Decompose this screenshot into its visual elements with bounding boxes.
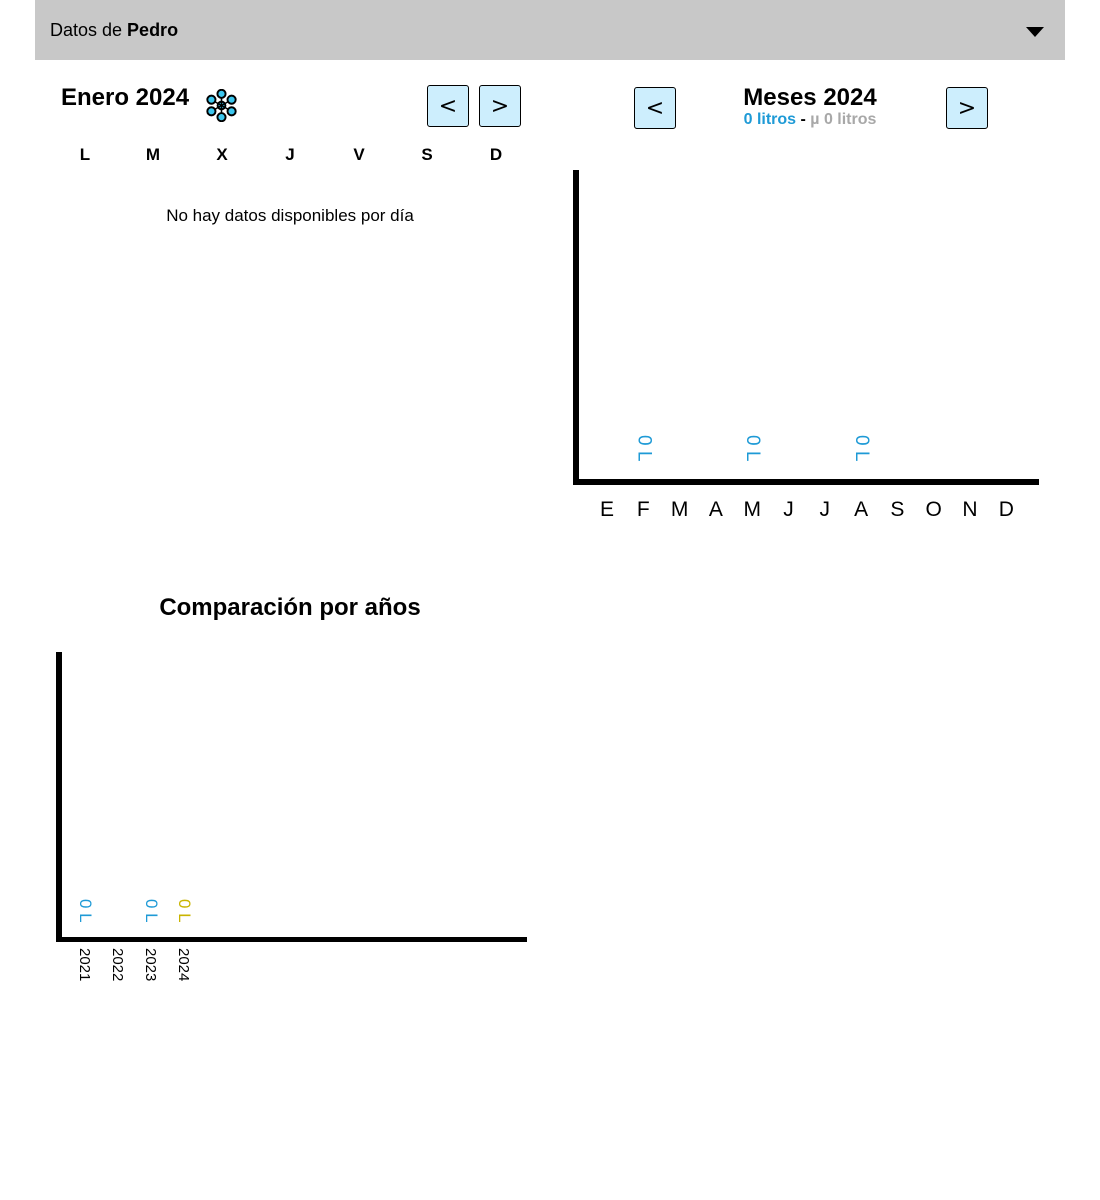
year-value-label: 0 L [175,899,194,923]
weekday-tuesday: M [145,145,161,164]
month-tick-label: J [819,498,831,521]
user-name: Pedro [127,20,179,40]
month-tick-label: A [854,498,869,521]
snowflake-icon [206,89,237,122]
month-tick-label: S [890,498,905,521]
calendar-prev-button[interactable]: < [427,85,469,127]
user-selector-bar[interactable]: Datos de Pedro [35,0,1065,60]
month-tick-label: A [708,498,723,521]
month-value-label: 0 L [851,435,873,462]
caret-down-icon[interactable] [1026,27,1044,37]
years-title: Comparación por años [159,594,421,621]
user-selector-label: Datos de Pedro [50,20,178,41]
year-tick-label: 2021 [76,948,93,982]
year-tick-label: 2024 [175,948,192,982]
months-average: µ 0 litros [810,111,877,128]
months-summary: 0 litros - µ 0 litros [700,111,920,129]
month-tick-label: E [599,498,614,521]
year-value-label: 0 L [142,899,161,923]
year-value-label: 0 L [76,899,95,923]
months-total: 0 litros [743,111,797,128]
months-next-button[interactable]: > [946,87,988,129]
month-value-label: 0 L [742,435,764,462]
month-tick-label: O [925,498,942,521]
weekday-wednesday: X [216,145,228,164]
years-chart-x-axis [56,937,527,942]
months-chart-x-axis [573,479,1039,485]
weekday-friday: V [353,145,365,164]
months-separator: - [796,111,811,128]
weekday-thursday: J [285,145,295,164]
weekday-sunday: D [489,145,503,164]
month-tick-label: D [998,498,1014,521]
month-tick-label: N [962,498,978,521]
years-chart-y-axis [56,652,62,942]
year-tick-label: 2023 [142,948,159,982]
month-value-label: 0 L [633,435,655,462]
month-tick-label: F [636,498,650,521]
months-chart-y-axis [573,170,579,485]
weekday-monday: L [79,145,91,164]
month-tick-label: J [783,498,794,521]
calendar-empty-message: No hay datos disponibles por día [166,206,414,225]
months-title: Meses 2024 [743,84,877,111]
year-tick-label: 2022 [109,948,126,982]
calendar-title: Enero 2024 [61,84,190,111]
month-tick-label: M [670,498,689,521]
weekday-saturday: S [421,145,433,164]
calendar-next-button[interactable]: > [479,85,521,127]
months-prev-button[interactable]: < [634,87,676,129]
month-tick-label: M [743,498,761,521]
user-selector-prefix: Datos de [50,20,128,40]
